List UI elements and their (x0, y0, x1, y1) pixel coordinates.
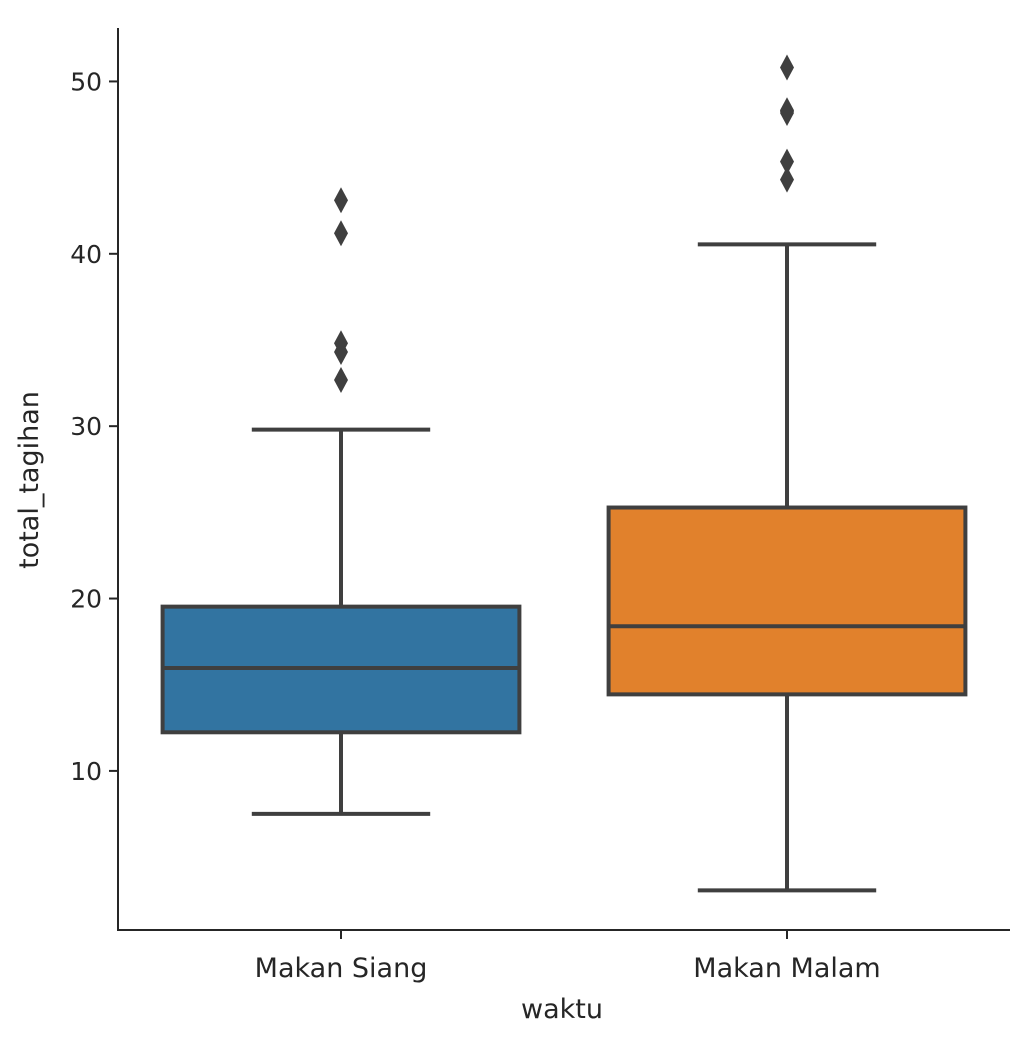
x-tick-label: Makan Malam (693, 953, 880, 984)
x-tick-label: Makan Siang (255, 953, 428, 984)
outlier-point (334, 330, 348, 357)
box-makan-siang (160, 187, 522, 816)
outlier-point (780, 54, 794, 81)
outlier-point (334, 220, 348, 247)
y-axis-label: total_tagihan (14, 391, 45, 569)
y-tick-label: 50 (70, 67, 102, 96)
y-tick-label: 40 (70, 240, 102, 269)
outlier-point (334, 187, 348, 214)
outlier-point (780, 97, 794, 124)
x-axis-label: waktu (521, 994, 603, 1025)
outlier-point (780, 148, 794, 175)
y-tick-label: 30 (70, 412, 102, 441)
y-tick-label: 10 (70, 757, 102, 786)
iqr-box (606, 505, 968, 697)
box-makan-malam (606, 54, 968, 893)
outlier-point (780, 166, 794, 193)
outlier-point (334, 366, 348, 393)
y-tick-label: 20 (70, 585, 102, 614)
